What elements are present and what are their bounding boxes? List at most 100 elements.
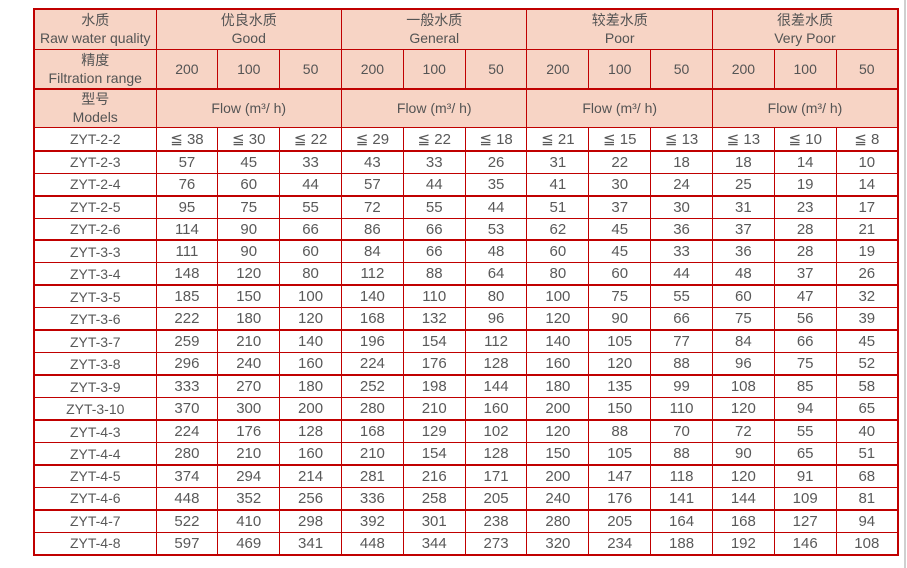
- flow-value-cell: 30: [588, 172, 652, 197]
- flow-value-cell: 180: [279, 374, 342, 399]
- table-row: ZYT-2-6 114 90 66 86 66 53 62 45 36 37 28 21: [33, 217, 899, 242]
- flow-value-cell: ≦ 18: [464, 126, 528, 152]
- flow-value-cell: 23: [773, 195, 837, 219]
- table-row: ZYT-2-5 95 75 55 72 55 44 51 37 30 31 23 17: [33, 195, 899, 219]
- flow-value-cell: 31: [526, 150, 590, 174]
- flow-value-cell: 18: [650, 150, 713, 174]
- flow-value-cell: 300: [217, 397, 281, 422]
- table-row: ZYT-4-8 597 469 341 448 344 273 320 234 188 192 146…: [33, 531, 899, 556]
- flow-value-cell: 65: [773, 442, 837, 467]
- precision-cell: 50: [835, 48, 899, 90]
- model-cell: ZYT-2-4: [33, 172, 157, 197]
- model-cell: ZYT-3-10: [33, 397, 157, 422]
- flow-value-cell: 84: [340, 239, 404, 264]
- flow-value-cell: 114: [155, 217, 219, 242]
- flow-value-cell: 19: [773, 172, 837, 197]
- flow-value-cell: 127: [773, 509, 837, 533]
- flow-value-cell: 90: [217, 217, 281, 242]
- flow-value-cell: 72: [711, 419, 775, 444]
- flow-value-cell: 240: [217, 352, 281, 377]
- flow-value-cell: 224: [340, 352, 404, 377]
- flow-value-cell: 55: [650, 284, 713, 309]
- model-cell: ZYT-2-2: [33, 126, 157, 152]
- table-row: ZYT-4-6 448 352 256 336 258 205 240 176 141 144 109…: [33, 486, 899, 511]
- flow-header: Flow (m³/ h): [711, 88, 899, 128]
- precision-cell: 200: [526, 48, 590, 90]
- flow-value-cell: 448: [340, 531, 404, 556]
- flow-value-cell: 111: [155, 239, 219, 264]
- flow-value-cell: 48: [711, 262, 775, 287]
- flow-value-cell: 150: [217, 284, 281, 309]
- flow-value-cell: 80: [464, 284, 528, 309]
- flow-value-cell: 374: [155, 464, 219, 488]
- model-cell: ZYT-2-3: [33, 150, 157, 174]
- flow-value-cell: 259: [155, 329, 219, 354]
- flow-value-cell: 154: [402, 329, 466, 354]
- flow-value-cell: 210: [217, 442, 281, 467]
- flow-header: Flow (m³/ h): [155, 88, 342, 128]
- flow-value-cell: 180: [526, 374, 590, 399]
- flow-value-cell: ≦ 22: [402, 126, 466, 152]
- flow-value-cell: 410: [217, 509, 281, 533]
- flow-value-cell: 44: [279, 172, 342, 197]
- flow-value-cell: 35: [464, 172, 528, 197]
- flow-value-cell: 81: [835, 486, 899, 511]
- flow-value-cell: 22: [588, 150, 652, 174]
- flow-value-cell: 154: [402, 442, 466, 467]
- flow-value-cell: 100: [279, 284, 342, 309]
- flow-value-cell: 141: [650, 486, 713, 511]
- flow-value-cell: 28: [773, 239, 837, 264]
- models-en: Models: [72, 109, 118, 126]
- flow-value-cell: 60: [526, 239, 590, 264]
- table-row: ZYT-3-5 185 150 100 140 110 80 100 75 55 60 47 32: [33, 284, 899, 309]
- flow-value-cell: 164: [650, 509, 713, 533]
- flow-value-cell: 48: [464, 239, 528, 264]
- flow-value-cell: 105: [588, 329, 652, 354]
- table-row: ZYT-3-6 222 180 120 168 132 96 120 90 66 75 56 39: [33, 307, 899, 332]
- table-row: ZYT-3-3 111 90 60 84 66 48 60 45 33 36 28 19: [33, 239, 899, 264]
- flow-value-cell: 60: [279, 239, 342, 264]
- flow-value-cell: 198: [402, 374, 466, 399]
- filter-spec-table: 水质 Raw water quality 优良水质 Good 一般水质 Gene…: [33, 8, 899, 556]
- flow-value-cell: 51: [526, 195, 590, 219]
- flow-value-cell: 280: [340, 397, 404, 422]
- model-cell: ZYT-4-6: [33, 486, 157, 511]
- model-cell: ZYT-4-5: [33, 464, 157, 488]
- flow-value-cell: 47: [773, 284, 837, 309]
- model-cell: ZYT-4-4: [33, 442, 157, 467]
- flow-value-cell: 94: [835, 509, 899, 533]
- flow-value-cell: 26: [464, 150, 528, 174]
- precision-zh: 精度: [81, 51, 110, 68]
- model-cell: ZYT-4-7: [33, 509, 157, 533]
- flow-value-cell: 31: [711, 195, 775, 219]
- flow-value-cell: 238: [464, 509, 528, 533]
- flow-value-cell: 597: [155, 531, 219, 556]
- flow-value-cell: 30: [650, 195, 713, 219]
- group-poor-zh: 较差水质: [591, 12, 648, 29]
- flow-value-cell: 234: [588, 531, 652, 556]
- flow-value-cell: 99: [650, 374, 713, 399]
- precision-cell: 200: [340, 48, 404, 90]
- flow-value-cell: 112: [340, 262, 404, 287]
- flow-value-cell: 258: [402, 486, 466, 511]
- flow-value-cell: 168: [340, 419, 404, 444]
- flow-value-cell: 26: [835, 262, 899, 287]
- flow-value-cell: 66: [279, 217, 342, 242]
- flow-value-cell: 176: [588, 486, 652, 511]
- flow-value-cell: 64: [464, 262, 528, 287]
- flow-value-cell: 280: [526, 509, 590, 533]
- flow-value-cell: 45: [588, 239, 652, 264]
- flow-value-cell: 60: [711, 284, 775, 309]
- quality-group-poor: 较差水质 Poor: [526, 8, 713, 50]
- flow-value-cell: 39: [835, 307, 899, 332]
- flow-value-cell: 37: [588, 195, 652, 219]
- flow-value-cell: 192: [711, 531, 775, 556]
- flow-value-cell: 80: [279, 262, 342, 287]
- flow-value-cell: 45: [835, 329, 899, 354]
- flow-value-cell: 100: [526, 284, 590, 309]
- flow-value-cell: 85: [773, 374, 837, 399]
- flow-value-cell: 128: [464, 442, 528, 467]
- flow-value-cell: 469: [217, 531, 281, 556]
- model-cell: ZYT-3-9: [33, 374, 157, 399]
- model-cell: ZYT-3-3: [33, 239, 157, 264]
